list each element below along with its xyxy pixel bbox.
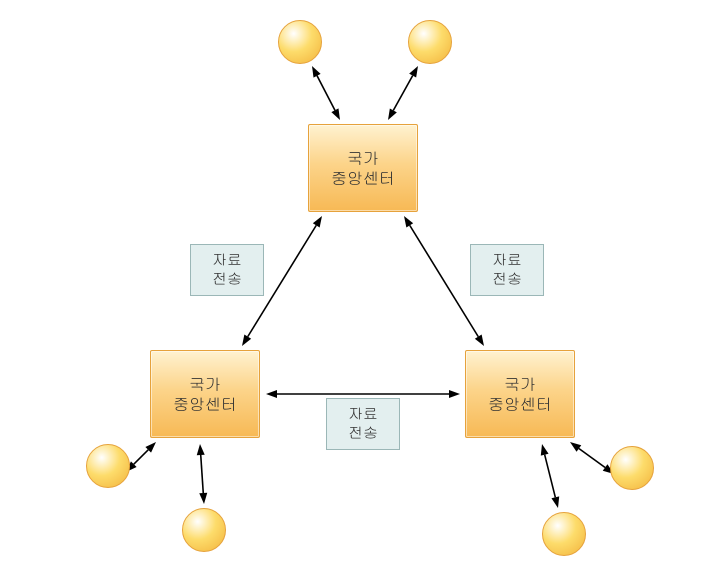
node-line2: 중앙센터 (331, 168, 395, 188)
edge-label-line2: 전송 (492, 270, 522, 289)
center-node-left: 국가중앙센터 (150, 350, 260, 438)
leaf-node-r1 (610, 446, 654, 490)
leaf-node-t1 (278, 20, 322, 64)
leaf-node-t2 (408, 20, 452, 64)
node-line2: 중앙센터 (173, 394, 237, 414)
node-line1: 국가 (347, 148, 379, 168)
arrows-layer (0, 0, 725, 579)
leaf-node-l1 (86, 444, 130, 488)
center-node-top: 국가중앙센터 (308, 124, 418, 212)
edge-label-line2: 전송 (348, 424, 378, 443)
diagram-stage: 국가중앙센터국가중앙센터국가중앙센터자료전송자료전송자료전송 (0, 0, 725, 579)
node-line2: 중앙센터 (488, 394, 552, 414)
edge-label-tl: 자료전송 (190, 244, 264, 296)
node-line1: 국가 (504, 374, 536, 394)
leaf-node-r2 (542, 512, 586, 556)
center-node-right: 국가중앙센터 (465, 350, 575, 438)
edge-label-tr: 자료전송 (470, 244, 544, 296)
edge-label-line2: 전송 (212, 270, 242, 289)
leaf-node-l2 (182, 508, 226, 552)
edge-label-bm: 자료전송 (326, 398, 400, 450)
node-line1: 국가 (189, 374, 221, 394)
